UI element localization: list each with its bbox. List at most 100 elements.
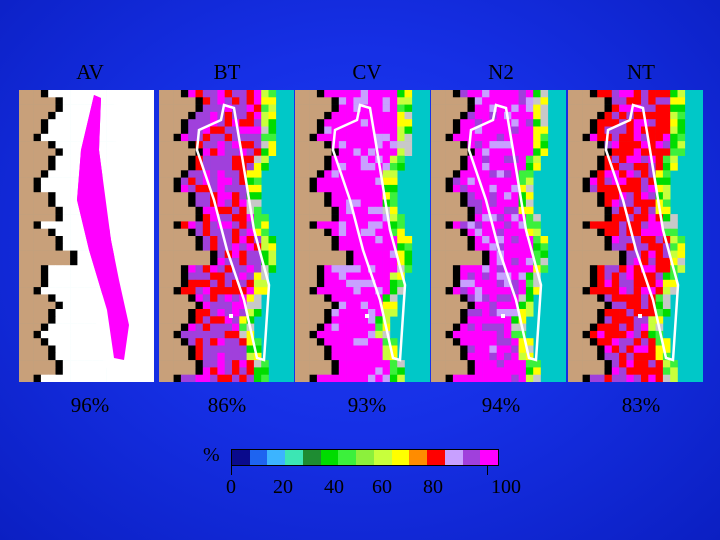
map-cell [62,330,71,339]
map-cell [670,374,678,382]
map-cell [604,141,613,149]
map-cell [159,265,167,273]
map-cell [641,287,649,295]
map-cell [611,170,620,178]
map-cell [166,221,174,229]
map-cell [338,330,347,339]
region-outline [467,103,543,362]
map-cell [604,330,613,339]
map-cell [382,163,391,171]
map-cell [92,90,100,98]
map-cell [655,221,664,229]
map-cell [77,316,85,324]
map-cell [489,338,497,346]
map-cell [474,287,483,295]
map-cell [166,243,174,251]
map-cell [331,141,340,149]
map-cell [382,272,391,281]
map-cell [113,126,122,135]
map-cell [210,345,218,354]
map-cell [70,345,78,354]
map-cell [589,323,598,332]
map-cell [195,163,204,171]
map-cell [232,236,240,244]
map-cell [166,126,174,135]
map-cell [188,155,196,164]
map-cell [180,338,189,346]
map-cell [195,360,204,368]
map-cell [224,141,233,149]
map-cell [48,367,56,375]
map-cell [518,119,527,127]
map-cell [568,199,576,208]
map-cell [159,170,167,178]
map-cell [166,170,174,178]
map-cell [316,111,325,120]
map-cell [26,148,34,156]
map-cell [525,163,534,171]
map-cell [55,243,64,251]
map-cell [404,119,413,127]
map-cell [166,90,174,98]
map-cell [173,192,182,200]
map-cell [55,214,64,222]
map-cell [677,111,686,120]
map-cell [180,97,189,105]
map-cell [467,170,476,178]
map-cell [55,250,64,259]
map-cell [467,250,476,259]
map-cell [55,265,64,273]
map-cell [626,163,634,171]
map-cell [302,104,310,113]
map-cell [670,250,678,259]
map-cell [368,316,376,324]
map-cell [368,97,376,105]
map-cell [309,184,318,193]
map-cell [246,192,255,200]
map-cell [533,279,541,288]
map-cell [677,133,686,142]
map-cell [324,338,332,346]
map-cell [195,199,204,208]
map-cell [55,133,64,142]
map-cell [431,323,439,332]
map-cell [353,97,361,105]
map-cell [331,170,340,178]
map-cell [338,374,347,382]
map-cell [648,330,656,339]
map-cell [611,90,620,98]
map-cell [166,309,174,317]
map-cell [316,287,325,295]
map-cell [489,294,497,302]
map-cell [582,104,591,113]
map-cell [246,177,255,186]
map-cell [518,265,527,273]
map-cell [467,360,476,368]
map-cell [525,294,534,302]
map-cell [180,184,189,193]
colorbar-swatch [409,450,428,465]
map-cell [626,119,634,127]
map-cell [431,279,439,288]
map-cell [217,250,225,259]
map-cell [173,279,182,288]
map-cell [33,184,42,193]
map-cell [445,163,454,171]
map-cell [62,214,71,222]
map-cell [540,265,549,273]
map-cell [166,236,174,244]
map-cell [474,272,483,281]
map-cell [253,104,262,113]
map-cell [568,309,576,317]
map-cell [496,126,505,135]
map-cell [633,228,642,237]
map-cell [268,104,277,113]
map-cell [232,133,240,142]
map-cell [239,97,247,105]
map-cell [232,243,240,251]
map-cell [662,250,671,259]
map-cell [604,316,613,324]
map-cell [382,126,391,135]
map-cell [217,301,225,310]
map-cell [166,338,174,346]
